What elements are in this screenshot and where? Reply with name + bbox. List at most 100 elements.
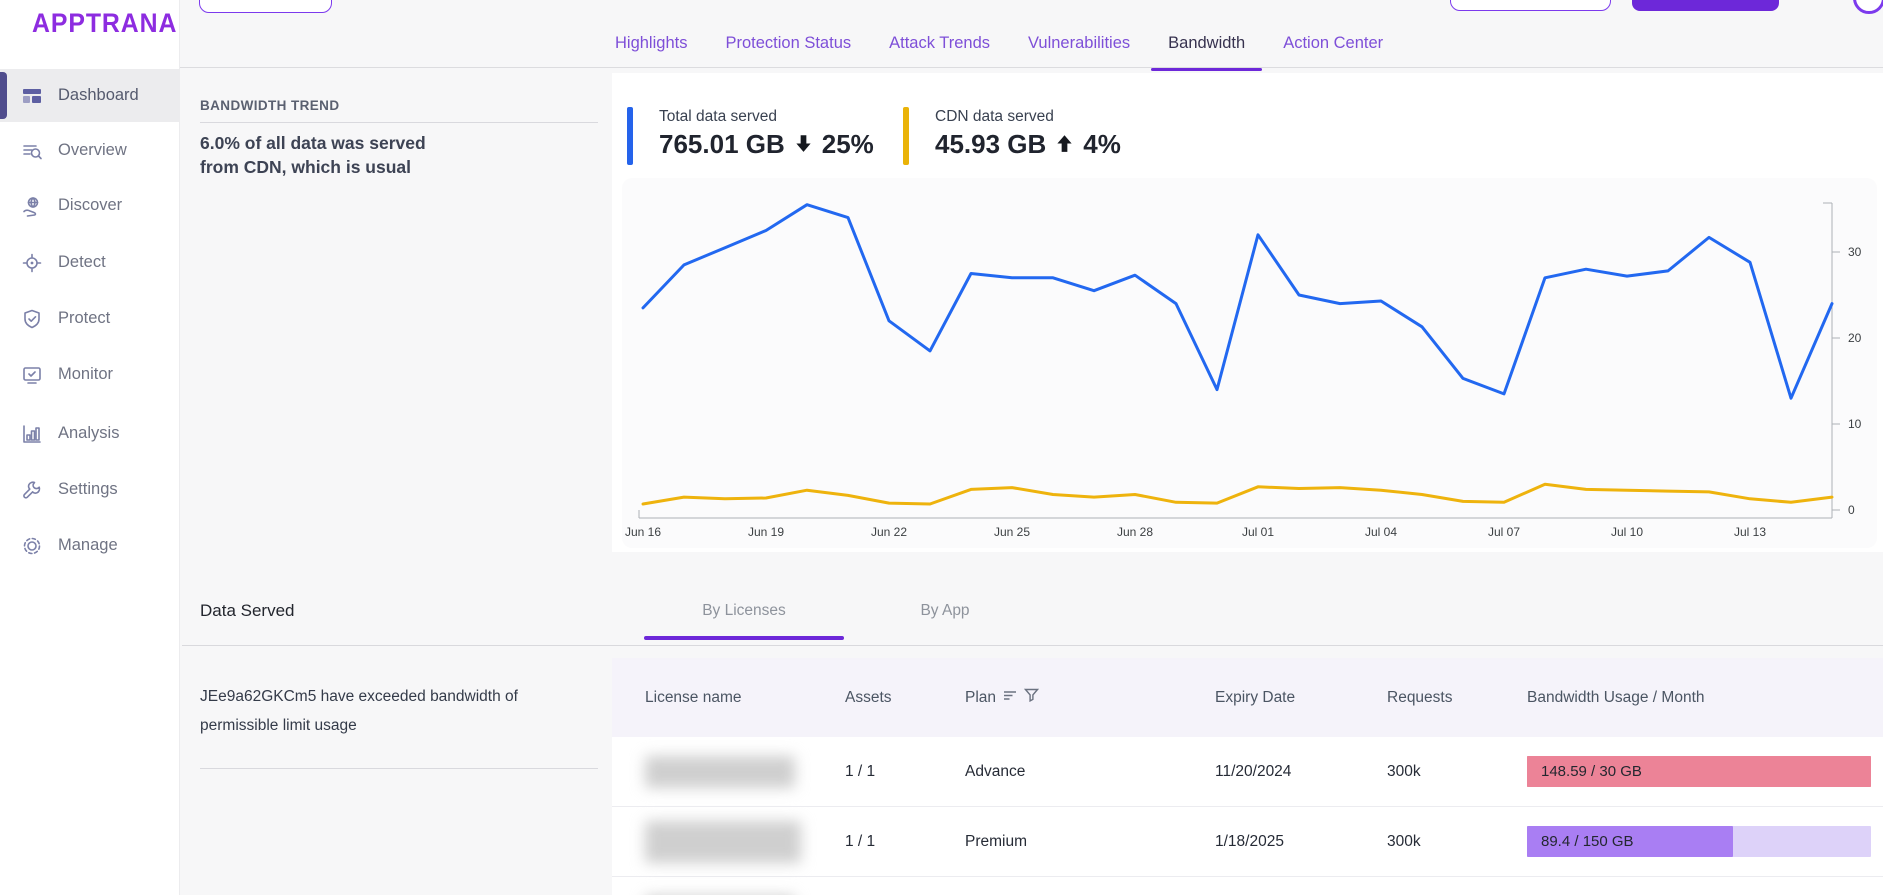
- sidebar-item-label: Overview: [58, 141, 127, 159]
- sidebar-item-label: Manage: [58, 536, 118, 554]
- summary-line-1: 6.0% of all data was served: [200, 133, 426, 153]
- top-outline-button-partial[interactable]: [199, 0, 332, 13]
- stat-label: CDN data served: [935, 108, 1054, 125]
- license-name-redacted: [645, 820, 801, 863]
- svg-text:Jun 22: Jun 22: [871, 525, 907, 539]
- svg-text:Jul 07: Jul 07: [1488, 525, 1520, 539]
- bandwidth-trend-chart: 0 10 20 30 Jun 16 Jun 19 Jun 22 Jun 25 Jun 28 Jul…: [625, 202, 1862, 539]
- tab-bandwidth[interactable]: Bandwidth: [1151, 20, 1263, 71]
- tab-attack-trends[interactable]: Attack Trends: [889, 34, 991, 52]
- svg-text:30: 30: [1848, 245, 1862, 259]
- bandwidth-exceeded-notice: JEe9a62GKCm5 have exceeded bandwidth of …: [200, 688, 518, 734]
- column-bandwidth-usage[interactable]: Bandwidth Usage / Month: [1527, 688, 1705, 706]
- bar-fill: [1527, 826, 1734, 857]
- table-row[interactable]: [612, 877, 1883, 895]
- sidebar-item-monitor[interactable]: Monitor: [0, 348, 180, 401]
- sidebar-item-manage[interactable]: Manage: [0, 519, 180, 572]
- summary-line-2: from CDN, which is usual: [200, 157, 411, 177]
- manage-icon: [20, 534, 44, 558]
- active-tab-underline: [644, 636, 844, 640]
- svg-text:Jul 10: Jul 10: [1611, 525, 1643, 539]
- sidebar-item-protect[interactable]: Protect: [0, 292, 180, 345]
- svg-text:Jul 13: Jul 13: [1734, 525, 1766, 539]
- svg-text:Jun 16: Jun 16: [625, 525, 661, 539]
- bar-label: 148.59 / 30 GB: [1541, 763, 1642, 780]
- sidebar-item-overview[interactable]: Overview: [0, 124, 180, 177]
- column-license-name[interactable]: License name: [645, 688, 742, 706]
- assets-cell: 1 / 1: [845, 832, 876, 850]
- arrow-down-icon: [794, 129, 813, 160]
- settings-icon: [20, 478, 44, 502]
- sidebar-item-label: Detect: [58, 253, 106, 271]
- tab-action-center[interactable]: Action Center: [1283, 34, 1384, 52]
- data-served-title: Data Served: [200, 601, 295, 620]
- dashboard-icon: [20, 84, 44, 108]
- tab-by-licenses[interactable]: By Licenses: [702, 602, 786, 619]
- tab-by-app[interactable]: By App: [920, 602, 970, 619]
- sidebar-item-label: Analysis: [58, 424, 120, 442]
- sidebar-item-analysis[interactable]: Analysis: [0, 407, 180, 460]
- table-row[interactable]: 1 / 1 Advance 11/20/2024 300k 148.59 / 3…: [612, 737, 1883, 807]
- avatar-circle-partial[interactable]: [1853, 0, 1883, 14]
- dashboard-tabs: Highlights Protection Status Attack Tren…: [615, 20, 1384, 71]
- requests-cell: 300k: [1387, 762, 1421, 780]
- protect-icon: [20, 307, 44, 331]
- plan-cell: Premium: [965, 832, 1028, 850]
- tab-vulnerabilities[interactable]: Vulnerabilities: [1028, 34, 1131, 52]
- sidebar-item-label: Dashboard: [58, 86, 139, 104]
- svg-text:Jun 28: Jun 28: [1117, 525, 1153, 539]
- stat-delta: 4%: [1083, 129, 1121, 159]
- svg-text:Jun 25: Jun 25: [994, 525, 1030, 539]
- svg-text:Jun 19: Jun 19: [748, 525, 784, 539]
- detect-icon: [20, 251, 44, 275]
- bandwidth-trend-title: BANDWIDTH TREND: [200, 98, 340, 113]
- sidebar-item-label: Discover: [58, 196, 123, 214]
- sidebar: APPTRANA Dashboard Overview Discover Det…: [0, 0, 180, 895]
- stat-accent-bar-total: [627, 107, 633, 165]
- bandwidth-chart-card: Total data served 765.01 GB 25% CDN data…: [612, 73, 1883, 552]
- licenses-table: License name Assets Plan Expiry Date Req…: [612, 658, 1883, 895]
- tab-protection-status[interactable]: Protection Status: [725, 34, 852, 52]
- sidebar-item-settings[interactable]: Settings: [0, 463, 180, 516]
- column-plan[interactable]: Plan: [965, 688, 1215, 707]
- filter-funnel-icon[interactable]: [1024, 688, 1040, 707]
- divider: [200, 122, 598, 123]
- tab-highlights[interactable]: Highlights: [615, 34, 688, 52]
- svg-text:0: 0: [1848, 503, 1855, 517]
- column-requests[interactable]: Requests: [1387, 688, 1453, 706]
- divider: [200, 768, 598, 769]
- expiry-date-cell: 11/20/2024: [1215, 762, 1292, 780]
- chart-panel: [622, 178, 1877, 548]
- sidebar-item-discover[interactable]: Discover: [0, 179, 180, 232]
- divider: [182, 645, 1883, 646]
- sidebar-item-label: Protect: [58, 309, 111, 327]
- top-primary-button-partial[interactable]: [1632, 0, 1779, 11]
- license-name-redacted: [645, 755, 795, 788]
- sidebar-item-label: Monitor: [58, 365, 114, 383]
- sort-icon[interactable]: [1003, 689, 1017, 707]
- column-assets[interactable]: Assets: [845, 688, 892, 706]
- top-search-input-partial[interactable]: [1450, 0, 1611, 11]
- bandwidth-usage-bar: 148.59 / 30 GB: [1527, 756, 1871, 787]
- stat-label: Total data served: [659, 108, 778, 125]
- expiry-date-cell: 1/18/2025: [1215, 832, 1284, 850]
- plan-cell: Advance: [965, 762, 1026, 780]
- bandwidth-trend-summary: 6.0% of all data was served from CDN, wh…: [200, 131, 560, 179]
- stat-value: 45.93 GB: [935, 129, 1047, 159]
- sidebar-item-detect[interactable]: Detect: [0, 236, 180, 289]
- stat-delta: 25%: [821, 129, 874, 159]
- requests-cell: 300k: [1387, 832, 1421, 850]
- column-label: Plan: [965, 688, 997, 706]
- table-header: License name Assets Plan Expiry Date Req…: [612, 658, 1883, 737]
- stat-value: 765.01 GB: [659, 129, 785, 159]
- sidebar-item-dashboard[interactable]: Dashboard: [0, 69, 180, 122]
- svg-text:10: 10: [1848, 417, 1862, 431]
- assets-cell: 1 / 1: [845, 762, 876, 780]
- column-expiry-date[interactable]: Expiry Date: [1215, 688, 1296, 706]
- stat-accent-bar-cdn: [903, 107, 909, 165]
- table-row[interactable]: 1 / 1 Premium 1/18/2025 300k 89.4 / 150 …: [612, 807, 1883, 877]
- svg-text:Jul 01: Jul 01: [1242, 525, 1274, 539]
- tabs-divider: [180, 67, 1883, 68]
- overview-icon: [20, 139, 44, 163]
- monitor-icon: [20, 363, 44, 387]
